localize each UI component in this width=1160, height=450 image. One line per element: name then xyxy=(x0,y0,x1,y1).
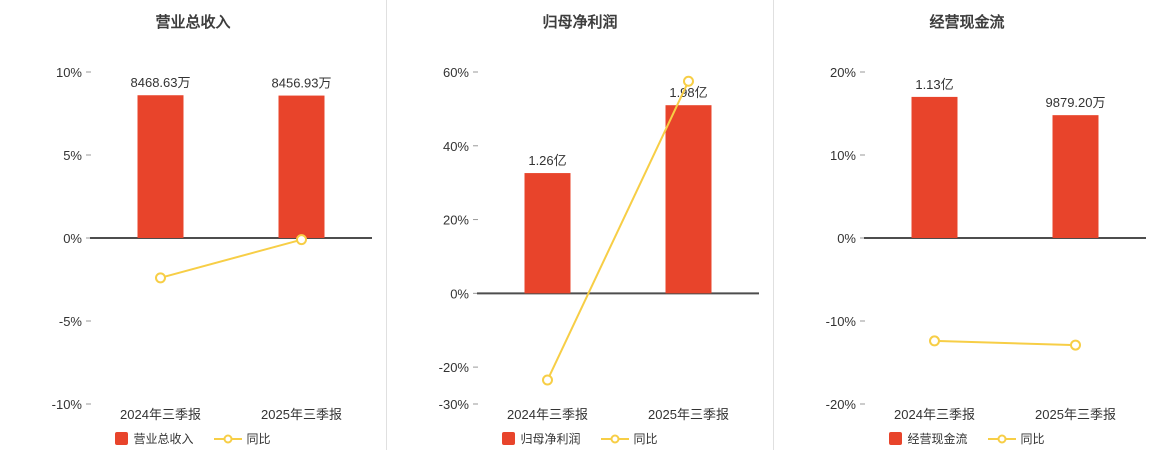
y-tick-label: 10% xyxy=(56,65,82,80)
bar xyxy=(524,173,571,294)
chart-plot: 60% 40% 20% 0% -20% -30% 1.26亿 1.98亿 2024年三季报 202… xyxy=(439,65,759,422)
legend-label: 归母净利润 xyxy=(520,432,581,446)
y-tick-label: 0% xyxy=(837,231,856,246)
y-tick-label: 0% xyxy=(63,231,82,246)
y-tick-label: 0% xyxy=(450,286,469,301)
chart-legend: 归母净利润 同比 xyxy=(387,427,773,450)
y-tick-label: -10% xyxy=(826,314,857,329)
y-tick-label: 60% xyxy=(443,65,469,80)
chart-title: 归母净利润 xyxy=(542,14,618,31)
bar-value-label: 1.26亿 xyxy=(528,153,566,168)
bar-value-label: 1.98亿 xyxy=(669,85,707,100)
bar-value-label: 8468.63万 xyxy=(131,75,191,90)
bar-swatch-icon xyxy=(502,432,516,445)
chart-plot: 10% 5% 0% -5% -10% 8468.63万 8456.93万 2024年三季报 20… xyxy=(52,65,372,422)
y-tick-label: 20% xyxy=(830,65,856,80)
chart-title: 经营现金流 xyxy=(929,14,1005,31)
bar xyxy=(278,95,325,239)
y-tick-label: 10% xyxy=(830,148,856,163)
line-marker-icon xyxy=(987,434,1016,443)
x-category-label: 2024年三季报 xyxy=(894,407,975,422)
bar-value-label: 9879.20万 xyxy=(1046,95,1106,110)
x-category-label: 2024年三季报 xyxy=(507,407,588,422)
chart-title: 营业总收入 xyxy=(155,14,231,31)
bar-value-label: 8456.93万 xyxy=(272,76,332,91)
y-tick-label: 5% xyxy=(63,148,82,163)
y-tick-label: 20% xyxy=(443,213,469,228)
x-category-label: 2024年三季报 xyxy=(120,407,201,422)
trend-point xyxy=(296,234,307,246)
bar-value-label: 1.13亿 xyxy=(915,77,953,92)
y-tick-label: -5% xyxy=(59,314,83,329)
bar xyxy=(1052,115,1099,238)
legend-item-line-series[interactable]: 同比 xyxy=(213,430,271,447)
bar xyxy=(665,105,712,294)
legend-item-line-series[interactable]: 同比 xyxy=(987,430,1045,447)
trend-line xyxy=(934,339,1076,347)
trend-point xyxy=(1070,339,1081,351)
bar xyxy=(911,96,958,239)
y-tick-label: -30% xyxy=(439,397,470,412)
x-category-label: 2025年三季报 xyxy=(261,407,342,422)
bar xyxy=(137,95,184,238)
legend-label: 同比 xyxy=(1020,432,1045,446)
y-tick-label: -10% xyxy=(52,397,83,412)
trend-point xyxy=(542,374,553,386)
legend-item-bar-series[interactable]: 归母净利润 xyxy=(502,430,581,447)
line-marker-icon xyxy=(213,434,242,443)
x-category-label: 2025年三季报 xyxy=(1035,407,1116,422)
panel-operating-revenue: 营业总收入 10% 5% 0% -5% -10% 8468.63万 8456.93万 2024… xyxy=(0,0,386,450)
trend-line xyxy=(160,238,302,279)
chart-legend: 营业总收入 同比 xyxy=(0,427,386,450)
trend-line xyxy=(546,80,690,381)
panel-net-profit: 归母净利润 60% 40% 20% 0% -20% -30% 1.26亿 1.98亿 2024年… xyxy=(386,0,773,450)
legend-label: 经营现金流 xyxy=(907,432,968,446)
y-tick-label: 40% xyxy=(443,139,469,154)
legend-label: 营业总收入 xyxy=(133,432,194,446)
chart-plot: 20% 10% 0% -10% -20% 1.13亿 9879.20万 2024年三季报 202… xyxy=(826,65,1146,422)
trend-point xyxy=(929,335,940,347)
legend-label: 同比 xyxy=(633,432,658,446)
x-category-label: 2025年三季报 xyxy=(648,407,729,422)
chart-legend: 经营现金流 同比 xyxy=(774,427,1160,450)
legend-item-bar-series[interactable]: 经营现金流 xyxy=(889,430,968,447)
bar-swatch-icon xyxy=(115,432,129,445)
legend-item-line-series[interactable]: 同比 xyxy=(600,430,658,447)
trend-point xyxy=(683,75,694,87)
legend-item-bar-series[interactable]: 营业总收入 xyxy=(115,430,194,447)
bar-swatch-icon xyxy=(889,432,903,445)
y-tick-label: -20% xyxy=(826,397,857,412)
y-tick-label: -20% xyxy=(439,360,470,375)
trend-point xyxy=(155,272,166,284)
legend-label: 同比 xyxy=(246,432,271,446)
line-marker-icon xyxy=(600,434,629,443)
panel-operating-cashflow: 经营现金流 20% 10% 0% -10% -20% 1.13亿 9879.20万 2024年… xyxy=(773,0,1160,450)
